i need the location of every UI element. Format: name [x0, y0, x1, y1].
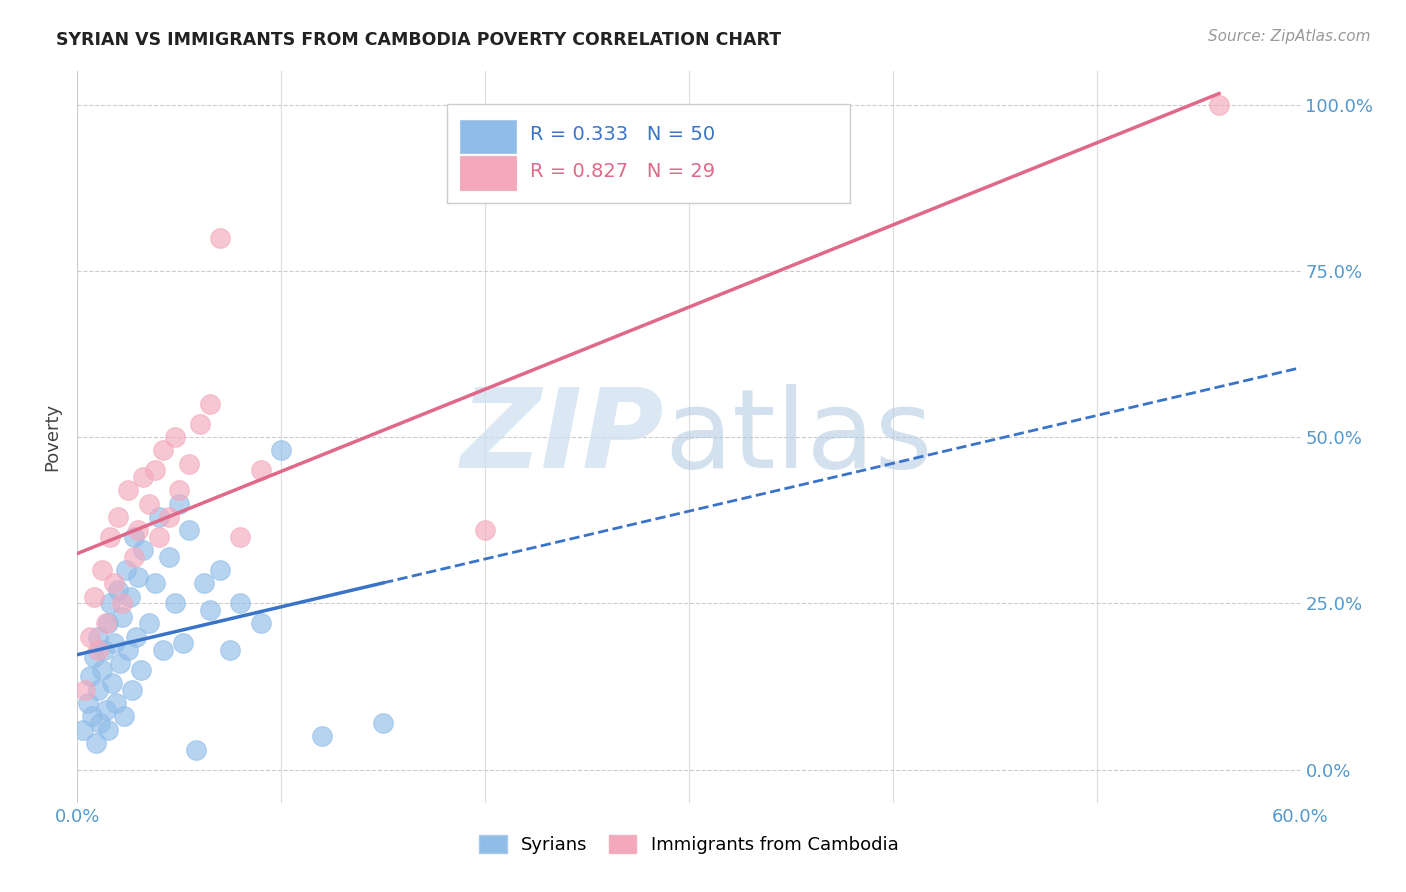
- Point: [79, 630, 101, 644]
- Point: [143, 576, 166, 591]
- Point: [93, 643, 115, 657]
- Point: [107, 582, 129, 597]
- Point: [121, 682, 143, 697]
- Text: Source: ZipAtlas.com: Source: ZipAtlas.com: [1208, 29, 1371, 44]
- Point: [72, 723, 94, 737]
- Point: [148, 530, 170, 544]
- Point: [117, 483, 139, 498]
- Point: [138, 497, 160, 511]
- Point: [90, 663, 112, 677]
- Point: [115, 563, 138, 577]
- Point: [76, 696, 98, 710]
- Point: [90, 563, 112, 577]
- Point: [120, 590, 142, 604]
- Point: [103, 636, 125, 650]
- Point: [129, 663, 152, 677]
- Point: [148, 509, 170, 524]
- Point: [98, 596, 121, 610]
- Point: [165, 430, 187, 444]
- Point: [117, 643, 139, 657]
- Point: [105, 696, 128, 710]
- Point: [250, 463, 273, 477]
- Point: [112, 709, 135, 723]
- Point: [124, 530, 146, 544]
- Point: [98, 530, 121, 544]
- Point: [250, 616, 273, 631]
- Text: R = 0.827   N = 29: R = 0.827 N = 29: [530, 162, 716, 181]
- Point: [111, 596, 134, 610]
- FancyBboxPatch shape: [447, 104, 851, 203]
- Point: [80, 709, 103, 723]
- Y-axis label: Poverty: Poverty: [44, 403, 62, 471]
- Point: [179, 457, 201, 471]
- Legend: Syrians, Immigrants from Cambodia: Syrians, Immigrants from Cambodia: [471, 826, 907, 863]
- Point: [193, 576, 215, 591]
- Point: [83, 590, 105, 604]
- Point: [111, 609, 134, 624]
- Point: [152, 643, 174, 657]
- Point: [169, 497, 191, 511]
- Point: [131, 543, 153, 558]
- Point: [94, 703, 117, 717]
- Point: [108, 656, 131, 670]
- Point: [165, 596, 187, 610]
- Point: [188, 417, 211, 431]
- Point: [101, 676, 124, 690]
- FancyBboxPatch shape: [460, 120, 516, 153]
- Point: [157, 509, 180, 524]
- Text: atlas: atlas: [665, 384, 934, 491]
- Point: [79, 669, 101, 683]
- Point: [184, 742, 207, 756]
- Point: [311, 729, 333, 743]
- Point: [219, 643, 242, 657]
- Point: [131, 470, 153, 484]
- Point: [1208, 97, 1230, 112]
- Point: [75, 682, 97, 697]
- Point: [152, 443, 174, 458]
- Text: R = 0.333   N = 50: R = 0.333 N = 50: [530, 126, 716, 145]
- Point: [157, 549, 180, 564]
- Point: [97, 723, 120, 737]
- Point: [209, 563, 232, 577]
- Point: [229, 530, 252, 544]
- Text: ZIP: ZIP: [461, 384, 665, 491]
- Point: [89, 716, 111, 731]
- Point: [172, 636, 194, 650]
- Point: [125, 630, 148, 644]
- Point: [103, 576, 125, 591]
- Text: SYRIAN VS IMMIGRANTS FROM CAMBODIA POVERTY CORRELATION CHART: SYRIAN VS IMMIGRANTS FROM CAMBODIA POVER…: [56, 31, 782, 49]
- Point: [229, 596, 252, 610]
- Point: [87, 682, 110, 697]
- Point: [87, 630, 110, 644]
- Point: [270, 443, 292, 458]
- Point: [128, 570, 150, 584]
- Point: [87, 643, 110, 657]
- Point: [169, 483, 191, 498]
- Point: [138, 616, 160, 631]
- Point: [83, 649, 105, 664]
- Point: [371, 716, 394, 731]
- Point: [107, 509, 129, 524]
- Point: [97, 616, 120, 631]
- Point: [179, 523, 201, 537]
- Point: [94, 616, 117, 631]
- Point: [84, 736, 107, 750]
- Point: [128, 523, 150, 537]
- Point: [198, 603, 221, 617]
- Point: [474, 523, 496, 537]
- Point: [143, 463, 166, 477]
- FancyBboxPatch shape: [460, 156, 516, 190]
- Point: [198, 397, 221, 411]
- Point: [209, 230, 232, 244]
- Point: [124, 549, 146, 564]
